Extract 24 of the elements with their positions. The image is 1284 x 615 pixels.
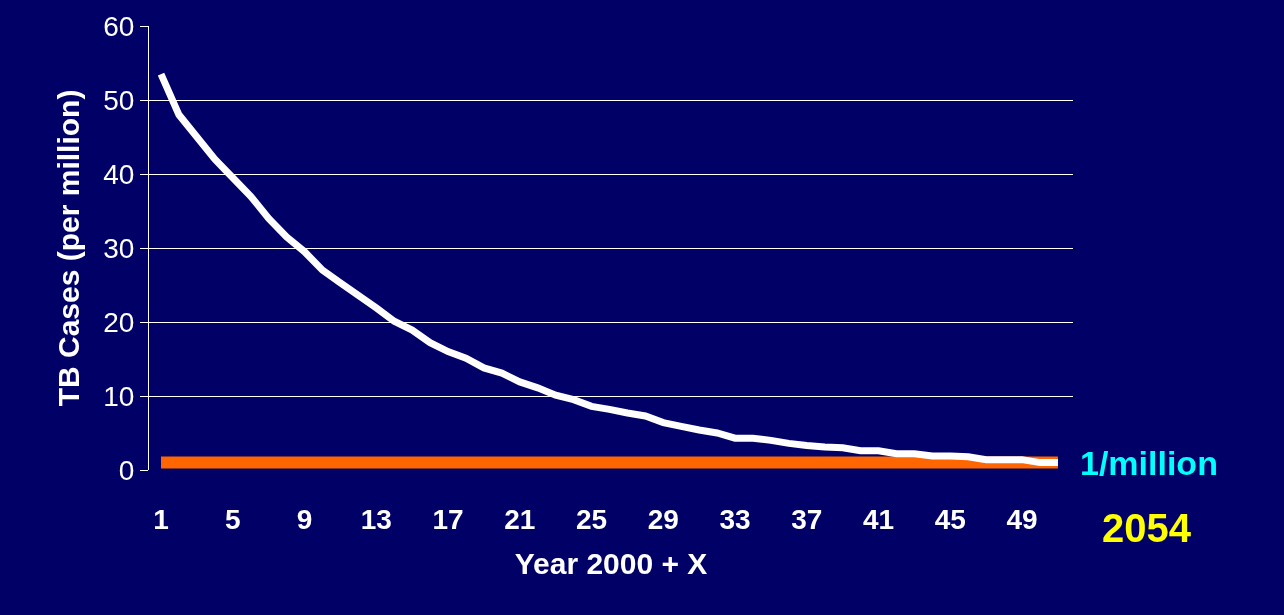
x-axis-title: Year 2000 + X [514, 546, 708, 580]
y-tick-label: 0 [118, 454, 135, 486]
x-tick-label: 9 [296, 504, 313, 535]
y-tick-label: 40 [103, 158, 135, 190]
x-tick-label: 5 [224, 504, 241, 535]
x-tick-label: 29 [647, 504, 679, 535]
x-tick-label: 49 [1006, 504, 1038, 535]
y-tick-label: 60 [103, 10, 135, 42]
x-tick-label: 25 [575, 504, 608, 535]
x-tick-label: 37 [791, 504, 823, 535]
y-tick-label: 20 [103, 306, 135, 338]
y-tick-label: 50 [103, 84, 135, 116]
text: 2054 [1102, 506, 1192, 550]
x-tick-label: 33 [719, 504, 751, 535]
y-tick-label: 10 [103, 380, 135, 412]
y-axis-title: TB Cases (per million) [52, 89, 86, 407]
x-tick-label: 41 [862, 504, 895, 535]
x-tick-label: 45 [934, 504, 966, 535]
x-tick-label: 1 [153, 504, 169, 535]
x-tick-label: 17 [432, 504, 464, 535]
y-tick-label: 30 [103, 232, 135, 264]
x-tick-label: 13 [360, 504, 392, 535]
x-tick-label: 21 [504, 504, 536, 535]
series-label: 1/million [1080, 444, 1218, 482]
